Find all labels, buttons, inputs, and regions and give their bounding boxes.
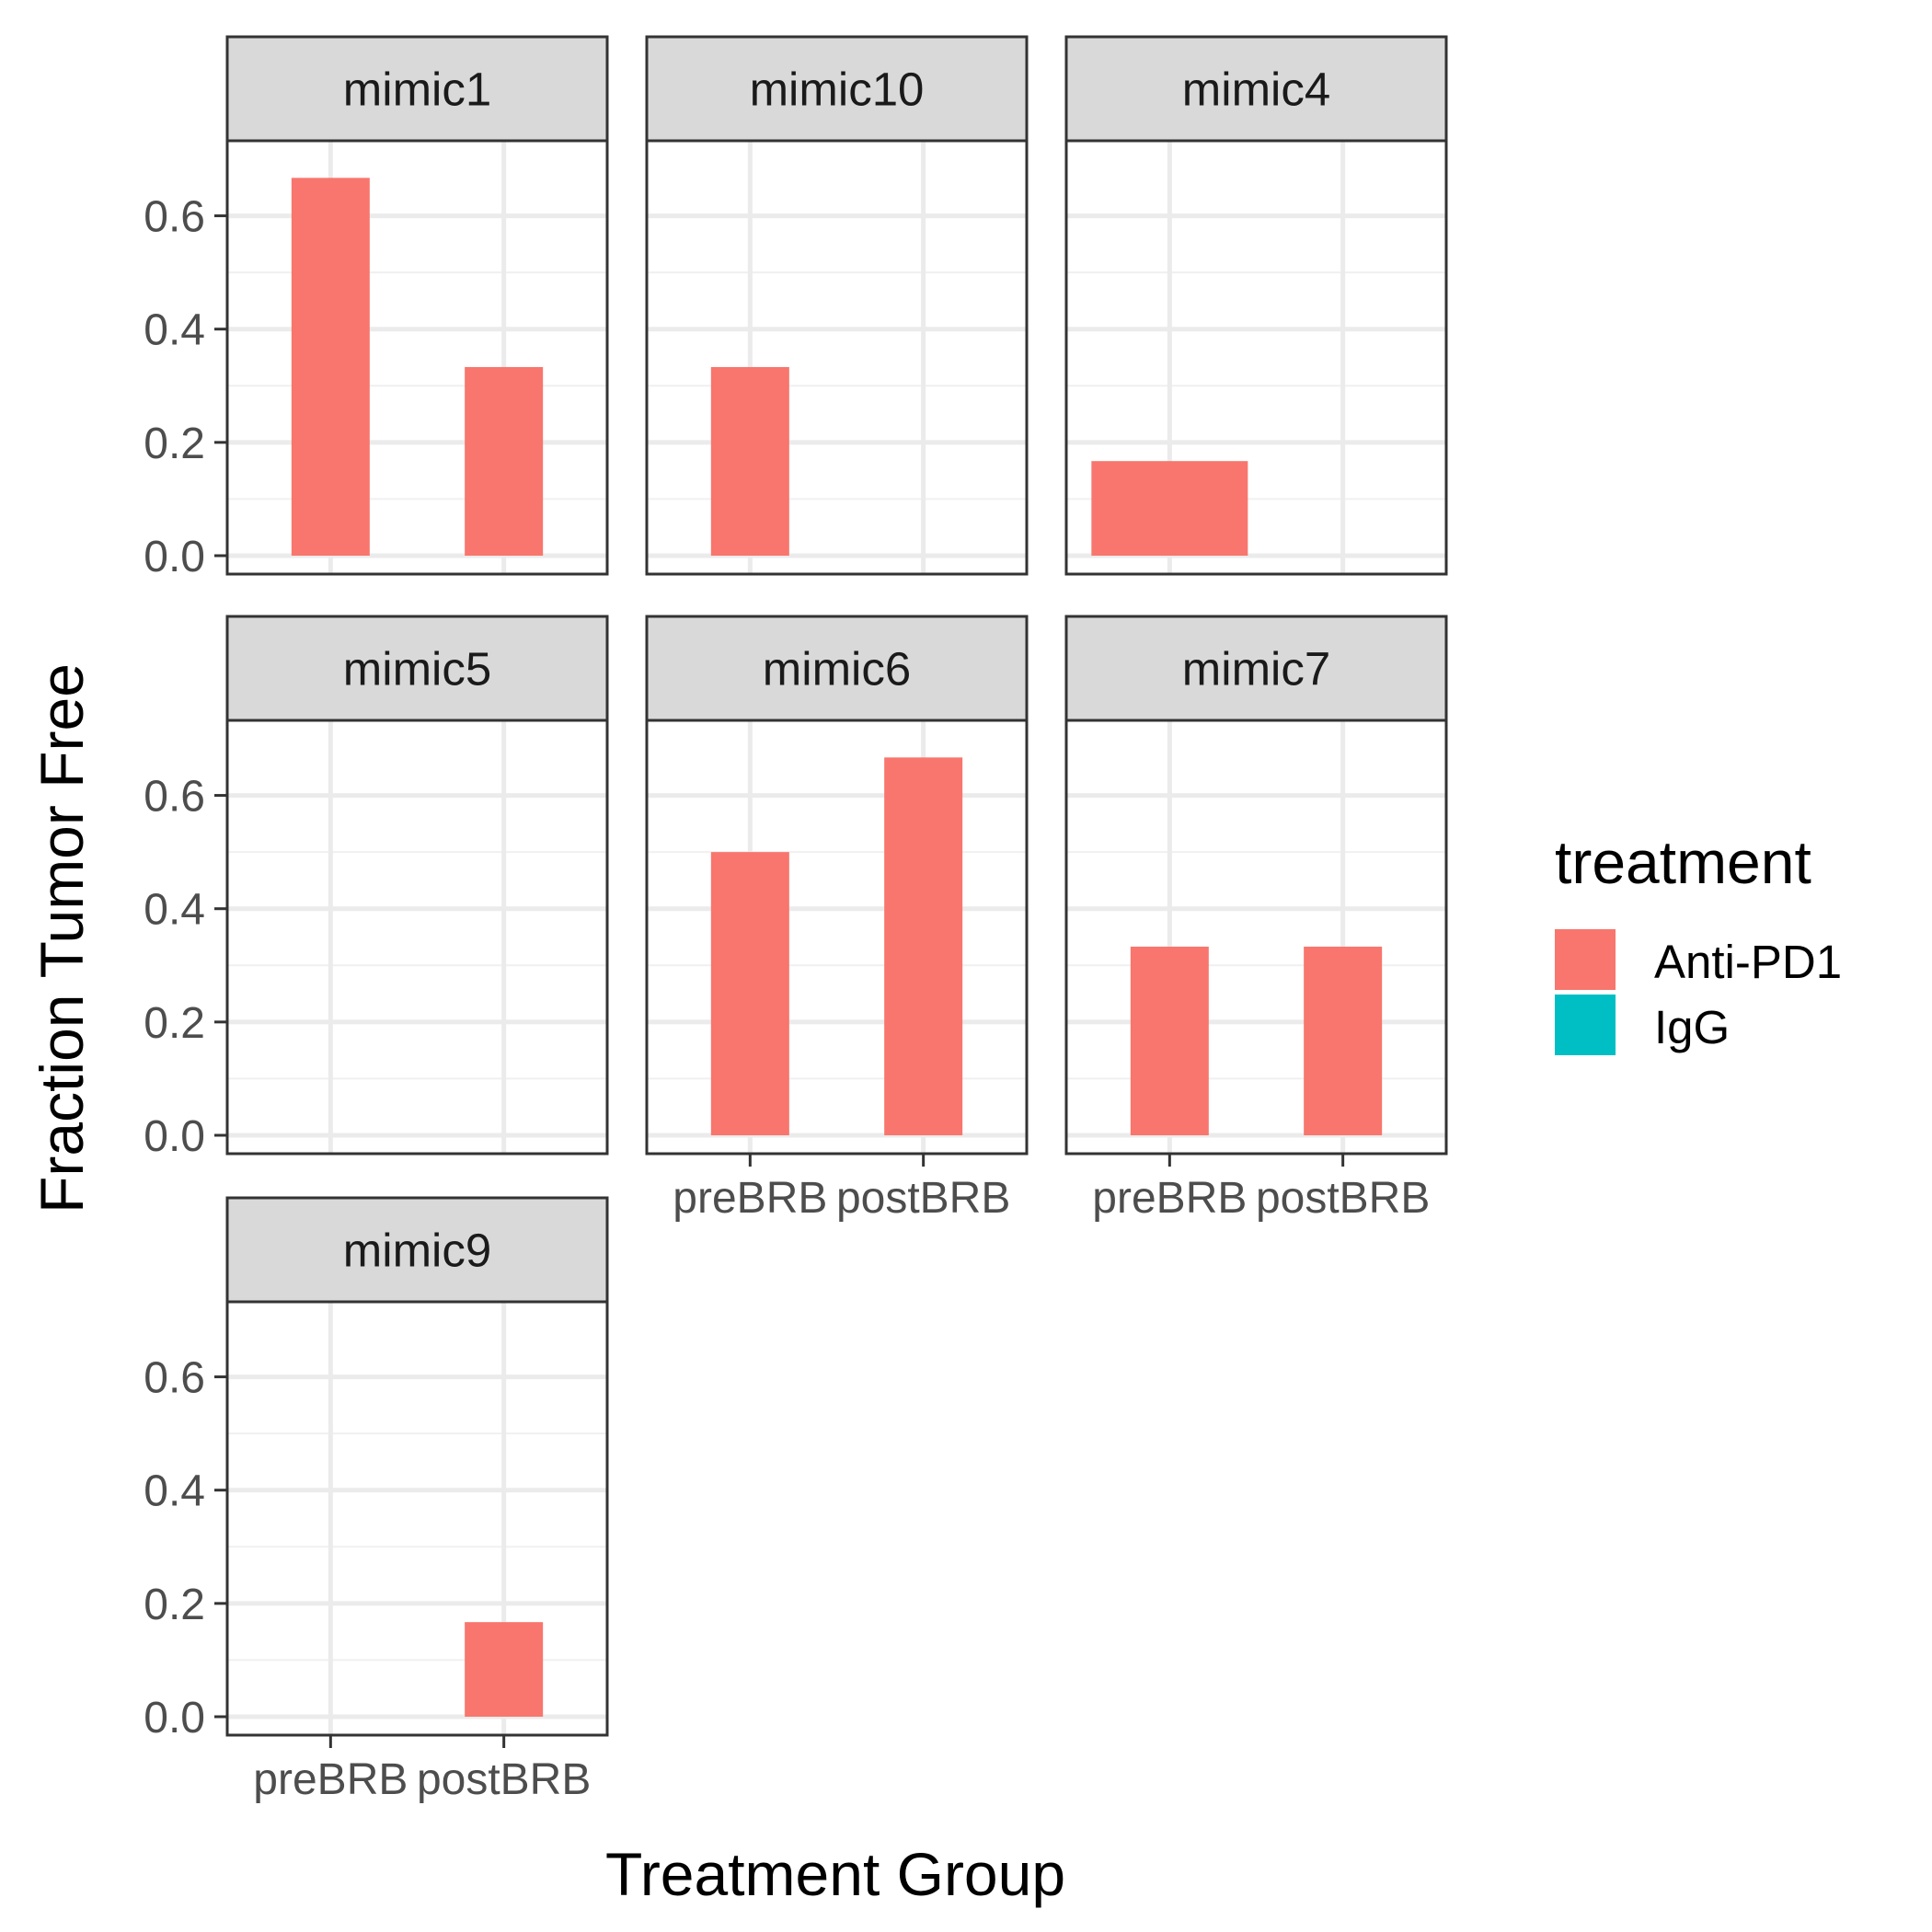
strip-background xyxy=(225,615,609,722)
strip-label: mimic5 xyxy=(343,643,492,696)
strip-label: mimic1 xyxy=(343,63,492,116)
strip-background xyxy=(225,1196,609,1304)
y-tick-label: 0.4 xyxy=(144,1467,205,1516)
strip-label: mimic7 xyxy=(1182,643,1331,696)
x-tick-label: postBRB xyxy=(1256,1174,1430,1223)
legend-key-igg xyxy=(1555,995,1616,1055)
x-tick-label: preBRB xyxy=(673,1174,827,1223)
x-tick-label: preBRB xyxy=(1092,1174,1247,1223)
panel-background xyxy=(227,720,607,1154)
legend-key-anti-pd1 xyxy=(1555,929,1616,990)
x-tick-label: postBRB xyxy=(417,1755,591,1804)
panel-mimic1: mimic1 0.0 0.2 0.4 0.6 xyxy=(144,35,609,581)
x-tick-label: postBRB xyxy=(836,1174,1010,1223)
legend: treatment Anti-PD1 IgG xyxy=(1555,828,1842,1055)
y-axis-title: Fraction Tumor Free xyxy=(28,663,96,1213)
x-axis-title: Treatment Group xyxy=(605,1840,1065,1908)
bar-mimic6-postBRB xyxy=(884,757,963,1135)
bar-mimic6-preBRB xyxy=(710,852,789,1135)
panel-background xyxy=(1066,720,1446,1154)
bar-mimic1-preBRB xyxy=(291,178,370,556)
strip-background xyxy=(645,615,1029,722)
y-tick-label: 0.2 xyxy=(144,1581,205,1629)
y-tick-label: 0.4 xyxy=(144,886,205,935)
strip-background xyxy=(1064,615,1448,722)
bar-mimic10-preBRB xyxy=(710,366,789,556)
panel-mimic10: mimic10 xyxy=(645,35,1029,576)
x-tick-label: preBRB xyxy=(253,1755,408,1804)
y-tick-label: 0.0 xyxy=(144,1694,205,1742)
strip-label: mimic6 xyxy=(763,643,912,696)
panel-mimic5: mimic5 0.0 0.2 0.4 0.6 xyxy=(144,615,609,1161)
y-tick-label: 0.6 xyxy=(144,193,205,242)
y-tick-label: 0.4 xyxy=(144,306,205,355)
y-tick-label: 0.6 xyxy=(144,773,205,822)
y-tick-label: 0.2 xyxy=(144,420,205,468)
strip-label: mimic10 xyxy=(750,63,925,116)
y-tick-label: 0.2 xyxy=(144,999,205,1048)
panel-background xyxy=(647,720,1027,1154)
panel-mimic6: mimic6 preBRB postBRB xyxy=(645,615,1029,1223)
panel-mimic7: mimic7 preBRB postBRB xyxy=(1064,615,1448,1223)
strip-background xyxy=(1064,35,1448,143)
y-tick-label: 0.0 xyxy=(144,533,205,581)
legend-label-anti-pd1: Anti-PD1 xyxy=(1654,936,1842,988)
panel-background xyxy=(227,141,607,574)
panel-mimic4: mimic4 xyxy=(1064,35,1448,576)
strip-label: mimic4 xyxy=(1182,63,1331,116)
bar-mimic9-postBRB xyxy=(465,1622,544,1717)
panel-mimic9: mimic9 0.0 0.2 0.4 0.6 preBRB postBRB xyxy=(144,1196,609,1804)
y-tick-label: 0.0 xyxy=(144,1112,205,1161)
strip-label: mimic9 xyxy=(343,1225,492,1277)
legend-title: treatment xyxy=(1555,828,1811,896)
panel-background xyxy=(227,1302,607,1735)
bar-mimic7-preBRB xyxy=(1130,946,1209,1135)
bar-mimic1-postBRB xyxy=(465,366,544,556)
facet-panels: mimic1 0.0 0.2 0.4 0.6 mimic10 mimic4 mimic5 0.0… xyxy=(144,35,1448,1804)
y-tick-label: 0.6 xyxy=(144,1354,205,1403)
bar-mimic7-postBRB xyxy=(1304,946,1383,1135)
legend-label-igg: IgG xyxy=(1654,1001,1730,1053)
strip-background xyxy=(225,35,609,143)
strip-background xyxy=(645,35,1029,143)
panel-background xyxy=(647,141,1027,574)
bar-mimic4-preBRB xyxy=(1091,461,1248,556)
